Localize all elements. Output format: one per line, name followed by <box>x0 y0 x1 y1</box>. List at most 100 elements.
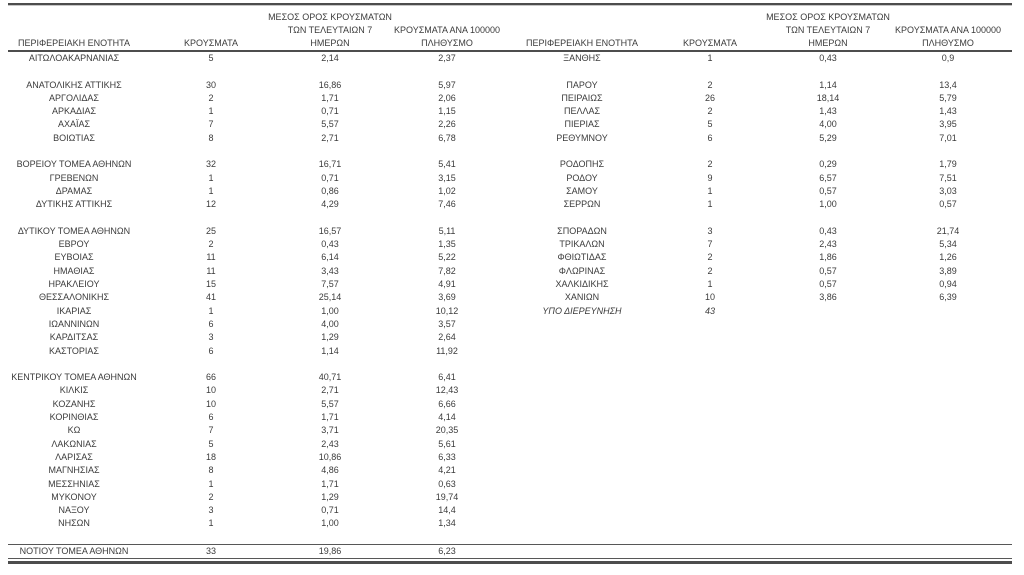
region-cell: ΦΛΩΡΙΝΑΣ <box>558 265 606 276</box>
cases-cell <box>648 411 772 424</box>
per100k-cell: 0,9 <box>941 53 955 63</box>
per100k-cell: 19,74 <box>435 491 459 502</box>
avg7-cell: 0,71 <box>321 505 339 516</box>
table-row: ΑΡΓΟΛΙΔΑΣ 2 1,71 2,06 ΠΕΙΡΑΙΩΣ 26 18,14 5,79 <box>8 92 1012 105</box>
per100k-cell: 6,41 <box>438 372 456 383</box>
cases-cell <box>648 517 772 530</box>
cases-cell: 11 <box>206 252 216 263</box>
per100k-cell: 5,97 <box>438 79 456 90</box>
per100k-cell <box>884 331 1012 344</box>
per100k-cell: 6,66 <box>438 398 456 409</box>
per100k-cell: 5,41 <box>438 159 456 170</box>
avg7-cell: 3,43 <box>321 265 339 276</box>
table-row: ΑΙΤΩΛΟΑΚΑΡΝΑΝΙΑΣ 5 2,14 2,37 ΞΑΝΘΗΣ 1 0,43 0,9 <box>8 52 1012 65</box>
region-cell: ΙΩΑΝΝΙΝΩΝ <box>48 318 100 329</box>
table-row: ΔΥΤΙΚΗΣ ΑΤΤΙΚΗΣ 12 4,29 7,46 ΣΕΡΡΩΝ 1 1,00 0,57 <box>8 198 1012 211</box>
header-avg7-right: ΜΕΣΟΣ ΟΡΟΣ ΚΡΟΥΣΜΑΤΩΝ ΤΩΝ ΤΕΛΕΥΤΑΙΩΝ 7 Η… <box>766 12 890 48</box>
per100k-cell <box>884 517 1012 530</box>
avg7-cell: 4,86 <box>321 465 339 476</box>
avg7-cell: 1,71 <box>321 478 339 489</box>
header-region-right: ΠΕΡΙΦΕΡΕΙΑΚΗ ΕΝΟΤΗΤΑ <box>525 38 639 48</box>
avg7-cell: 1,00 <box>321 518 339 529</box>
per100k-cell: 10,12 <box>435 305 459 316</box>
per100k-cell: 1,79 <box>939 159 957 170</box>
avg7-cell: 0,57 <box>819 265 837 276</box>
cases-cell <box>648 318 772 331</box>
per100k-cell: 5,61 <box>438 438 456 449</box>
cases-cell: 1 <box>707 53 713 63</box>
avg7-cell: 19,86 <box>318 545 342 556</box>
per100k-cell <box>884 424 1012 437</box>
avg7-cell: 0,43 <box>321 239 339 250</box>
region-cell: ΙΚΑΡΙΑΣ <box>56 305 92 316</box>
avg7-cell: 1,43 <box>819 106 837 117</box>
per100k-cell: 1,34 <box>438 518 456 529</box>
region-cell: ΧΑΝΙΩΝ <box>564 292 600 303</box>
avg7-cell: 0,43 <box>819 225 837 236</box>
per100k-cell: 7,51 <box>939 172 957 183</box>
spacer-row <box>8 65 1012 78</box>
avg7-cell: 16,86 <box>318 79 342 90</box>
region-cell: ΛΑΡΙΣΑΣ <box>55 451 93 462</box>
region-cell: ΗΜΑΘΙΑΣ <box>53 265 95 276</box>
avg7-cell <box>772 517 884 530</box>
per100k-cell <box>884 384 1012 397</box>
cases-cell <box>648 331 772 344</box>
cases-cell: 7 <box>707 239 713 250</box>
cases-cell: 6 <box>208 412 214 423</box>
region-cell: ΡΕΘΥΜΝΟΥ <box>556 132 608 143</box>
avg7-cell: 2,14 <box>321 53 339 63</box>
avg7-cell <box>772 464 884 477</box>
per100k-cell: 5,22 <box>438 252 456 263</box>
per100k-cell <box>884 464 1012 477</box>
cases-cell <box>648 398 772 411</box>
cases-cell: 6 <box>208 318 214 329</box>
table-row: ΜΑΓΝΗΣΙΑΣ 8 4,86 4,21 <box>8 464 1012 477</box>
avg7-cell <box>772 331 884 344</box>
per100k-cell: 2,06 <box>438 92 456 103</box>
region-cell: ΝΟΤΙΟΥ ΤΟΜΕΑ ΑΘΗΝΩΝ <box>19 545 129 556</box>
per100k-cell: 2,37 <box>438 53 456 63</box>
region-cell <box>516 491 648 504</box>
table-row: ΝΟΤΙΟΥ ΤΟΜΕΑ ΑΘΗΝΩΝ 33 19,86 6,23 <box>8 543 1012 558</box>
header-separator-rule <box>8 50 1012 52</box>
avg7-cell: 3,86 <box>819 292 837 303</box>
avg7-cell: 1,86 <box>819 252 837 263</box>
avg7-cell: 1,14 <box>321 345 339 356</box>
region-cell <box>516 451 648 464</box>
region-cell <box>516 318 648 331</box>
region-cell: ΠΕΙΡΑΙΩΣ <box>561 92 603 103</box>
table-row: ΓΡΕΒΕΝΩΝ 1 0,71 3,15 ΡΟΔΟΥ 9 6,57 7,51 <box>8 172 1012 185</box>
per100k-cell: 2,26 <box>438 119 456 130</box>
cases-cell: 18 <box>205 451 216 462</box>
cases-cell: 1 <box>208 305 214 316</box>
per100k-cell <box>884 371 1012 384</box>
avg7-cell <box>772 504 884 517</box>
table-row: ΔΡΑΜΑΣ 1 0,86 1,02 ΣΑΜΟΥ 1 0,57 3,03 <box>8 185 1012 198</box>
cases-cell: 12 <box>205 199 216 210</box>
region-cell: ΚΟΖΑΝΗΣ <box>52 398 96 409</box>
cases-cell <box>648 545 772 558</box>
cases-cell: 6 <box>707 132 713 143</box>
per100k-cell: 3,03 <box>939 185 957 196</box>
avg7-cell <box>772 545 884 558</box>
avg7-cell <box>772 491 884 504</box>
cases-cell: 3 <box>208 332 214 343</box>
region-cell: ΑΝΑΤΟΛΙΚΗΣ ΑΤΤΙΚΗΣ <box>26 79 122 90</box>
table-header-row: ΠΕΡΙΦΕΡΕΙΑΚΗ ΕΝΟΤΗΤΑ ΚΡΟΥΣΜΑΤΑ ΜΕΣΟΣ ΟΡΟ… <box>8 6 1012 50</box>
table-row: ΔΥΤΙΚΟΥ ΤΟΜΕΑ ΑΘΗΝΩΝ 25 16,57 5,11 ΣΠΟΡΑΔΩΝ 3… <box>8 225 1012 238</box>
region-cell <box>516 517 648 530</box>
cases-cell: 15 <box>205 279 216 290</box>
region-cell: ΡΟΔΟΥ <box>566 172 598 183</box>
avg7-cell: 1,00 <box>321 305 339 316</box>
header-per100k-right: ΚΡΟΥΣΜΑΤΑ ΑΝΑ 100000 ΠΛΗΘΥΣΜΟ <box>895 25 1001 48</box>
avg7-cell: 7,57 <box>321 279 339 290</box>
region-cell <box>516 504 648 517</box>
per100k-cell: 21,74 <box>936 225 960 236</box>
cases-cell: 3 <box>707 225 713 236</box>
cases-cell: 5 <box>208 53 214 63</box>
avg7-cell: 25,14 <box>318 292 342 303</box>
region-cell: ΚΩ <box>67 425 81 436</box>
table-row: ΝΑΞΟΥ 3 0,71 14,4 <box>8 504 1012 517</box>
cases-cell: 43 <box>704 305 715 316</box>
